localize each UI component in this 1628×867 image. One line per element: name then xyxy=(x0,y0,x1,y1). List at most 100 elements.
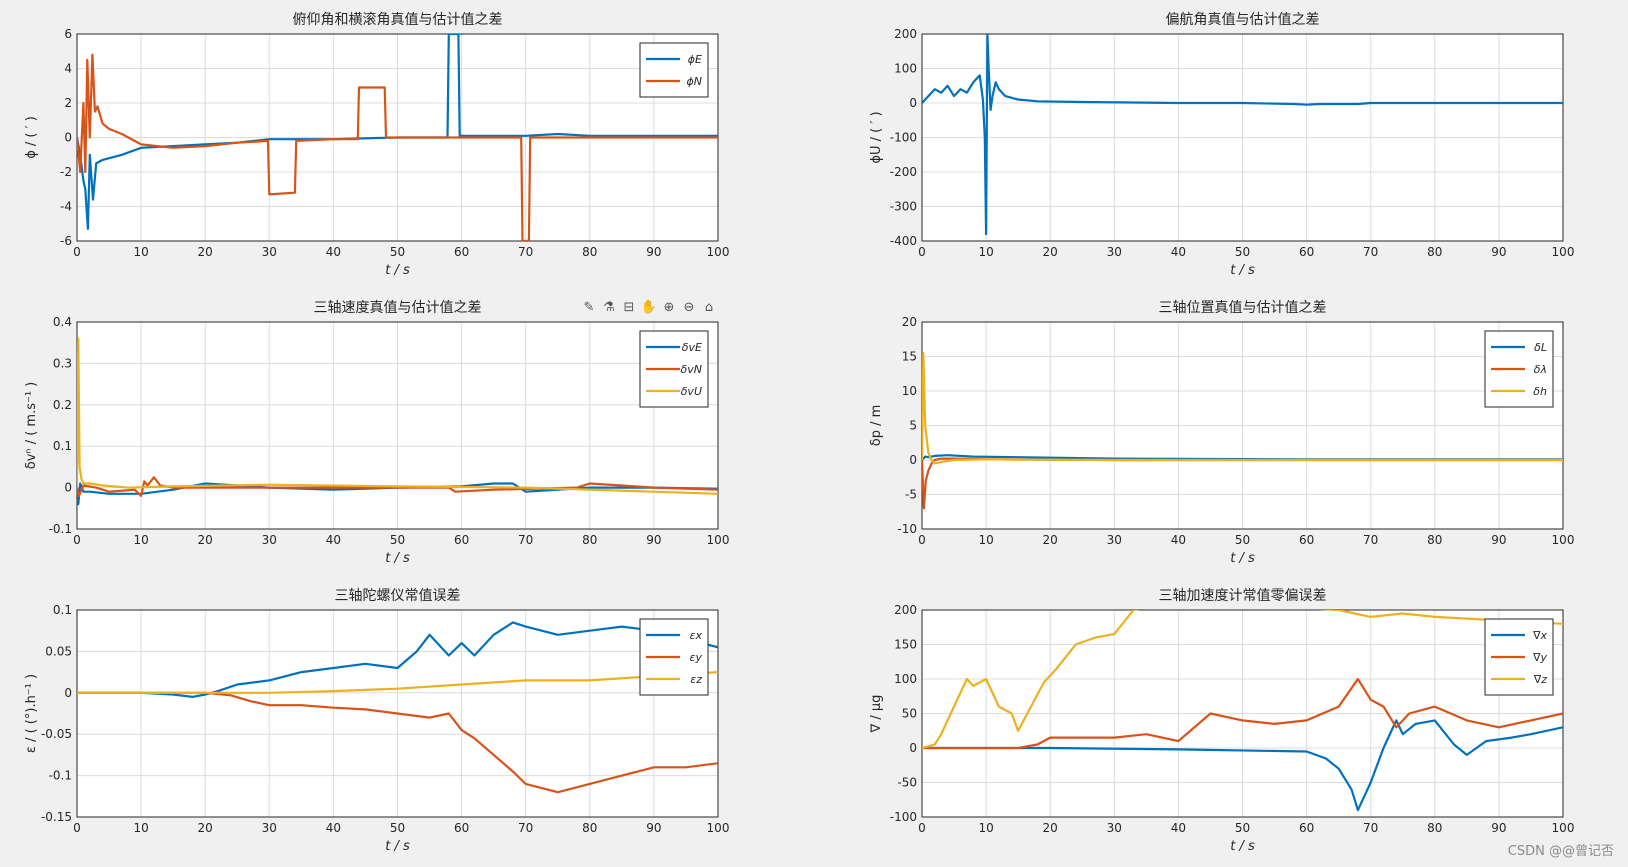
x-tick-label: 50 xyxy=(390,245,405,259)
x-tick-label: 40 xyxy=(1171,533,1186,547)
series-line xyxy=(77,671,718,694)
y-tick-label: 15 xyxy=(902,350,917,364)
y-tick-label: -4 xyxy=(60,200,72,214)
x-axis-label: t / s xyxy=(1230,839,1255,854)
x-tick-label: 40 xyxy=(326,533,341,547)
x-tick-label: 20 xyxy=(1043,821,1058,835)
y-tick-label: -300 xyxy=(890,200,917,214)
legend-label: εy xyxy=(690,651,703,664)
legend-label: ∇z xyxy=(1533,673,1547,686)
legend-label: δvN xyxy=(681,363,702,376)
y-tick-label: 50 xyxy=(902,707,917,721)
chart-velocity-error: 0 10 20 30 40 50 60 70 80 90 100-0.100.10.20.30.4三… xyxy=(24,300,729,566)
x-tick-label: 10 xyxy=(133,533,148,547)
axes-box xyxy=(921,33,1564,242)
y-tick-label: -0.1 xyxy=(49,769,72,783)
y-tick-label: 0.2 xyxy=(53,398,72,412)
x-tick-label: 0 xyxy=(918,533,926,547)
series-line xyxy=(922,610,1563,750)
x-tick-label: 20 xyxy=(1043,245,1058,259)
x-tick-label: 20 xyxy=(198,245,213,259)
legend[interactable]: δL δλ δh xyxy=(1484,330,1554,408)
y-tick-label: -10 xyxy=(897,522,917,536)
home-icon[interactable]: ⌂ xyxy=(704,300,714,315)
zoom-in-icon[interactable]: ⊕ xyxy=(663,300,675,315)
y-tick-label: 0 xyxy=(909,741,917,755)
legend-label: δh xyxy=(1533,385,1547,398)
x-tick-label: 40 xyxy=(326,821,341,835)
x-tick-label: 70 xyxy=(1363,245,1378,259)
legend-label: εz xyxy=(690,673,702,686)
x-axis-label: t / s xyxy=(385,263,410,278)
y-tick-label: 0 xyxy=(909,96,917,110)
y-tick-label: -0.1 xyxy=(49,522,72,536)
x-tick-label: 0 xyxy=(73,821,81,835)
x-tick-label: 50 xyxy=(390,821,405,835)
x-tick-label: 60 xyxy=(1299,245,1314,259)
series-line xyxy=(77,476,718,497)
legend[interactable]: ϕE ϕN xyxy=(639,42,709,98)
legend-label: ϕE xyxy=(688,53,702,66)
x-axis-label: t / s xyxy=(385,839,410,854)
x-tick-label: 0 xyxy=(918,821,926,835)
y-tick-label: -100 xyxy=(890,131,917,145)
x-tick-label: 60 xyxy=(1299,533,1314,547)
x-tick-label: 90 xyxy=(1491,821,1506,835)
chart-gyro-bias-error: 0 10 20 30 40 50 60 70 80 90 100 -0.15 -0.1 -0.05 0 0.0… xyxy=(24,588,729,854)
chart-attitude-yaw: 0 10 20 30 40 50 60 70 80 90 100 -400 -300 -200 -100 0 1… xyxy=(869,12,1574,278)
zoom-out-icon[interactable]: ⊖ xyxy=(683,300,695,315)
x-tick-label: 80 xyxy=(582,533,597,547)
y-tick-label: -200 xyxy=(890,165,917,179)
y-tick-label: 100 xyxy=(894,62,917,76)
x-tick-label: 60 xyxy=(454,245,469,259)
x-tick-label: 70 xyxy=(518,533,533,547)
x-tick-label: 50 xyxy=(1235,533,1250,547)
x-axis-label: t / s xyxy=(385,551,410,566)
x-tick-label: 10 xyxy=(133,821,148,835)
y-tick-label: -0.05 xyxy=(41,727,72,741)
series-line xyxy=(922,352,1563,465)
x-tick-label: 70 xyxy=(518,821,533,835)
legend-label: δL xyxy=(1534,341,1547,354)
legend[interactable]: ∇x ∇y ∇z xyxy=(1484,618,1554,696)
legend-label: ϕN xyxy=(687,75,703,88)
x-tick-label: 80 xyxy=(1427,821,1442,835)
x-tick-label: 30 xyxy=(262,245,277,259)
y-tick-label: 2 xyxy=(64,96,72,110)
y-tick-label: 6 xyxy=(64,27,72,41)
y-tick-label: -6 xyxy=(60,234,72,248)
x-tick-label: 0 xyxy=(918,245,926,259)
x-axis-label: t / s xyxy=(1230,551,1255,566)
y-tick-label: 0.3 xyxy=(53,356,72,370)
legend-label: δλ xyxy=(1534,363,1547,376)
y-tick-label: 0 xyxy=(64,131,72,145)
x-tick-label: 40 xyxy=(1171,821,1186,835)
y-tick-label: -400 xyxy=(890,234,917,248)
x-tick-label: 60 xyxy=(454,533,469,547)
data-tip-icon[interactable]: ⚗ xyxy=(603,300,615,315)
series-line xyxy=(77,337,718,495)
legend-box xyxy=(639,42,709,98)
legend[interactable]: εx εy εz xyxy=(639,618,709,696)
y-axis-label: ϕ / ( ′ ) xyxy=(24,116,39,159)
axes-box xyxy=(76,609,719,818)
y-axis-label: ∇ / μg xyxy=(869,695,884,734)
chart-position-error: 0 10 20 30 40 50 60 70 80 90 100 -10 -5 0 5 10 15 20 三轴位置真… xyxy=(869,300,1574,566)
pan-icon[interactable]: ✋ xyxy=(640,300,658,315)
legend-toggle-icon[interactable]: ⊟ xyxy=(623,300,635,315)
legend-label: ∇x xyxy=(1532,629,1547,642)
x-tick-label: 90 xyxy=(1491,245,1506,259)
x-tick-label: 0 xyxy=(73,245,81,259)
legend-label: δvU xyxy=(681,385,702,398)
y-tick-label: 100 xyxy=(894,672,917,686)
y-tick-label: 4 xyxy=(64,62,72,76)
y-tick-label: 0.05 xyxy=(45,644,72,658)
x-tick-label: 30 xyxy=(1107,245,1122,259)
brush-icon[interactable]: ✎ xyxy=(583,300,595,315)
series-line xyxy=(77,691,718,794)
chart-title: 偏航角真值与估计值之差 xyxy=(1166,12,1320,28)
y-tick-label: -50 xyxy=(897,776,917,790)
legend[interactable]: δvE δvN δvU xyxy=(639,330,709,408)
chart-attitude-pitch-roll: 0 10 20 30 40 50 60 70 80 90 100 -6 -4 -2 0 2 4 6 俯仰角和横滚角真… xyxy=(24,11,729,278)
series-line xyxy=(77,53,718,241)
